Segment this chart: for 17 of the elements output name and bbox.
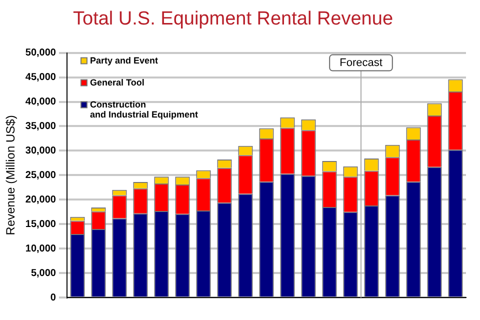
y-tick-label: 15,000 — [25, 218, 56, 230]
y-tick-label: 30,000 — [25, 145, 56, 156]
legend-label: Party and Event — [90, 55, 158, 66]
y-tick-label: 20,000 — [25, 194, 56, 206]
y-tick-label: 35,000 — [25, 120, 56, 132]
legend-label: Construction and Industrial Equipment — [90, 99, 198, 120]
y-tick-label: 25,000 — [25, 170, 56, 181]
legend-label: General Tool — [90, 77, 144, 88]
y-tick-label: 40,000 — [25, 96, 56, 108]
chart-title: Total U.S. Equipment Rental Revenue — [72, 8, 394, 30]
y-tick-label: 0 — [50, 292, 56, 304]
y-tick-label: 50,000 — [25, 48, 56, 59]
y-tick-label: 10,000 — [25, 243, 56, 254]
annotation: Forecast — [340, 56, 382, 69]
y-tick-label: 45,000 — [25, 72, 56, 84]
y-tick-label: 5,000 — [30, 268, 56, 279]
y-axis-title: Revenue (Million US$) — [4, 115, 18, 236]
